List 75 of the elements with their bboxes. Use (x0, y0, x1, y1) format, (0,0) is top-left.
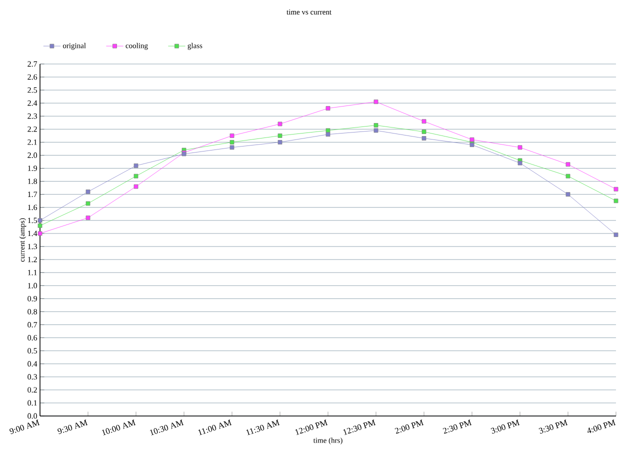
point (470, 137, 474, 142)
point (470, 142, 474, 148)
x-tick-label: 4:00 PM (588, 420, 616, 434)
y-tick-label: 2.3 (28, 113, 37, 119)
y-tick-label: 1.1 (28, 270, 37, 276)
point (566, 162, 570, 167)
point (134, 163, 138, 168)
point (230, 140, 234, 144)
point (326, 128, 330, 133)
x-tick-label: 12:00 PM (295, 420, 328, 435)
point (326, 132, 330, 137)
point (374, 100, 378, 104)
y-tick-label: 2.6 (28, 74, 38, 80)
y-tick-label: 2.0 (28, 152, 38, 158)
y-tick-label: 1.9 (28, 166, 37, 171)
y-tick-label: 0.4 (28, 361, 38, 367)
x-tick-label: 3:00 PM (490, 420, 520, 434)
y-tick-label: 2.2 (28, 126, 37, 132)
point (230, 134, 234, 138)
point (374, 123, 378, 128)
point (134, 184, 138, 189)
x-tick-label: 12:30 PM (343, 420, 376, 435)
y-tick-label: 1.6 (28, 204, 38, 210)
y-tick-label: 2.4 (28, 100, 38, 106)
point (422, 119, 426, 124)
y-tick-label: 0.7 (28, 322, 38, 328)
y-tick-label: 0.6 (28, 335, 38, 340)
point (38, 218, 42, 223)
point (134, 174, 138, 178)
x-tick-label: 10:00 AM (102, 420, 136, 436)
y-tick-label: 2.5 (28, 87, 37, 93)
point (230, 145, 234, 150)
x-tick-label: 2:30 PM (442, 420, 472, 434)
point (422, 130, 426, 134)
point (566, 192, 570, 197)
x-tick-label: 2:00 PM (394, 420, 424, 434)
y-tick-label: 1.2 (28, 256, 37, 262)
x-tick-label: 3:30 PM (538, 420, 568, 434)
point (518, 145, 522, 150)
x-tick-label: 10:30 AM (150, 420, 184, 436)
x-tick-label: 11:00 AM (198, 420, 232, 436)
point (566, 174, 570, 178)
point (278, 122, 282, 126)
point (86, 216, 90, 220)
y-tick-label: 0.5 (28, 348, 37, 354)
point (326, 106, 330, 111)
y-tick-label: 0.9 (28, 296, 37, 302)
point (86, 201, 90, 206)
y-tick-label: 0.8 (28, 308, 38, 314)
y-tick-label: 1.4 (28, 230, 38, 236)
point (86, 190, 90, 194)
y-tick-label: 1.7 (28, 192, 38, 198)
point (518, 160, 522, 166)
point (614, 198, 618, 204)
point (614, 232, 618, 237)
point (422, 136, 426, 141)
point (278, 134, 282, 138)
y-tick-label: 1.0 (28, 282, 38, 288)
point (38, 231, 42, 236)
point (278, 140, 282, 144)
y-tick-label: 0.3 (28, 374, 37, 380)
x-tick-label: 11:30 AM (246, 420, 280, 436)
point (614, 186, 618, 192)
x-tick-label: 9:00 AM (10, 420, 40, 434)
y-tick-label: 1.5 (28, 218, 37, 224)
y-tick-label: 0.0 (28, 413, 38, 419)
y-tick-label: 2.1 (28, 140, 37, 145)
point (38, 223, 42, 228)
y-tick-label: 0.2 (28, 387, 37, 393)
y-tick-label: 2.7 (28, 61, 38, 67)
y-tick-label: 0.1 (28, 400, 37, 406)
point (374, 128, 378, 133)
x-tick-label: 9:30 AM (58, 420, 88, 434)
y-tick-label: 1.3 (28, 244, 37, 250)
y-tick-label: 1.8 (28, 178, 38, 184)
